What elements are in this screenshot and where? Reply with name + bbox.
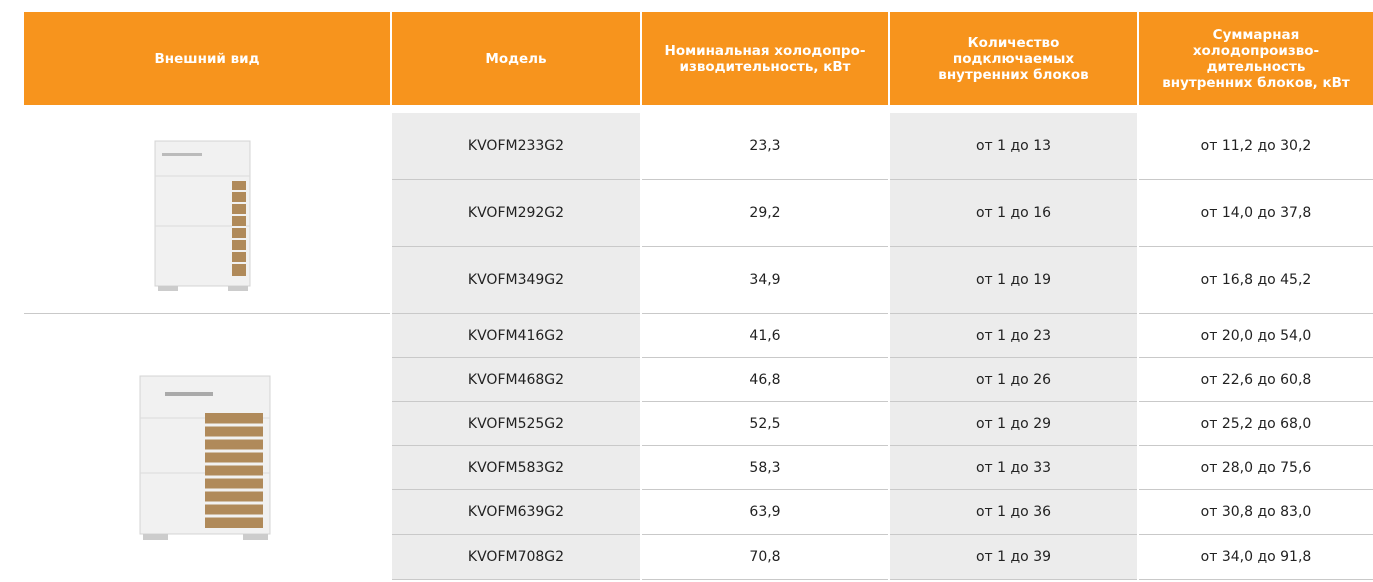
- table-cell: KVOFM708G2: [392, 535, 640, 580]
- table-cell: от 1 до 33: [890, 446, 1137, 490]
- table-cell: KVOFM233G2: [392, 113, 640, 180]
- table-cell: от 30,8 до 83,0: [1139, 490, 1373, 535]
- unit-image: [135, 368, 280, 543]
- table-cell: KVOFM525G2: [392, 402, 640, 446]
- table-cell: от 1 до 36: [890, 490, 1137, 535]
- table-cell: от 16,8 до 45,2: [1139, 247, 1373, 314]
- table-cell: 41,6: [642, 314, 888, 358]
- table-cell: 23,3: [642, 113, 888, 180]
- table-cell: от 1 до 16: [890, 180, 1137, 247]
- table-cell: от 25,2 до 68,0: [1139, 402, 1373, 446]
- table-cell: 29,2: [642, 180, 888, 247]
- table-cell: KVOFM416G2: [392, 314, 640, 358]
- page: Внешний видМодельНоминальная холодопро- …: [0, 0, 1373, 582]
- unit-image: [150, 136, 260, 296]
- table-cell: от 20,0 до 54,0: [1139, 314, 1373, 358]
- header-cell: Количество подключаемых внутренних блоко…: [890, 12, 1137, 105]
- row-divider: [24, 313, 390, 314]
- table-cell: KVOFM292G2: [392, 180, 640, 247]
- table-cell: от 22,6 до 60,8: [1139, 358, 1373, 402]
- table-cell: KVOFM468G2: [392, 358, 640, 402]
- table-cell: от 1 до 19: [890, 247, 1137, 314]
- table-cell: от 1 до 23: [890, 314, 1137, 358]
- table-cell: 34,9: [642, 247, 888, 314]
- table-cell: KVOFM583G2: [392, 446, 640, 490]
- table-cell: от 1 до 13: [890, 113, 1137, 180]
- table-cell: 63,9: [642, 490, 888, 535]
- header-cell: Суммарная холодопроизво- дительность вну…: [1139, 12, 1373, 105]
- table-cell: от 28,0 до 75,6: [1139, 446, 1373, 490]
- header-cell: Внешний вид: [24, 12, 390, 105]
- table-cell: от 1 до 26: [890, 358, 1137, 402]
- table-cell: от 34,0 до 91,8: [1139, 535, 1373, 580]
- table-cell: 70,8: [642, 535, 888, 580]
- table-cell: от 11,2 до 30,2: [1139, 113, 1373, 180]
- table-cell: от 1 до 39: [890, 535, 1137, 580]
- header-cell: Модель: [392, 12, 640, 105]
- table-cell: KVOFM349G2: [392, 247, 640, 314]
- table-cell: 46,8: [642, 358, 888, 402]
- table-cell: KVOFM639G2: [392, 490, 640, 535]
- table-cell: 58,3: [642, 446, 888, 490]
- table-cell: 52,5: [642, 402, 888, 446]
- header-cell: Номинальная холодопро- изводительность, …: [642, 12, 888, 105]
- table-cell: от 14,0 до 37,8: [1139, 180, 1373, 247]
- table-cell: от 1 до 29: [890, 402, 1137, 446]
